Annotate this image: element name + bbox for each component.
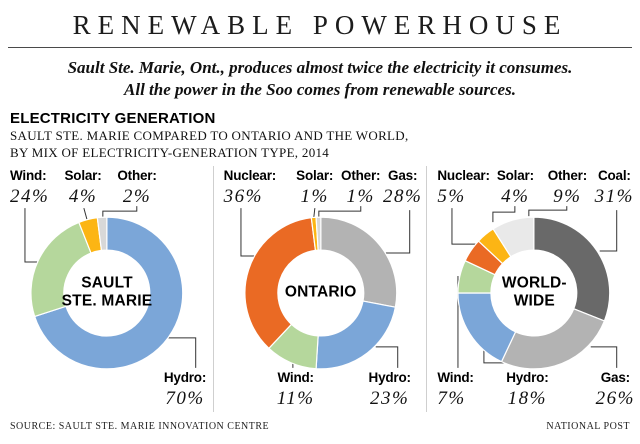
donut-segment-hydro: [33, 216, 184, 370]
leader-line-other: [102, 205, 138, 217]
segment-label-name: Other:: [341, 167, 381, 183]
leader-line-nuclear: [451, 207, 478, 245]
leader-line-gas: [385, 209, 410, 254]
subtitle-line-2: All the power in the Soo comes from rene…: [124, 80, 516, 100]
leader-line-hydro: [162, 337, 197, 368]
segment-label-hydro: Hydro: 70%: [163, 369, 207, 410]
leader-line-gas: [591, 346, 618, 368]
segment-label-wind: Wind: 24%: [10, 168, 49, 208]
segment-label-solar: Solar: 4%: [497, 168, 534, 208]
segment-label-name: Hydro:: [368, 369, 412, 385]
segment-label-name: Coal:: [597, 167, 631, 183]
segment-label-name: Other:: [117, 167, 157, 183]
page-title: RENEWABLE POWERHOUSE: [72, 10, 568, 40]
segment-label-hydro: Hydro: 18%: [506, 369, 549, 410]
donut-segment-nuclear: [244, 216, 316, 349]
segment-label-value: 24%: [10, 185, 50, 207]
segment-label-wind: Wind: 7%: [437, 369, 474, 410]
segment-label-name: Wind:: [277, 369, 314, 385]
donut-center-label: SAULT STE. MARIE: [61, 274, 153, 310]
segment-label-hydro: Hydro: 23%: [368, 369, 412, 410]
segment-label-value: 28%: [383, 185, 423, 207]
subtitle-line-1: Sault Ste. Marie, Ont., produces almost …: [67, 58, 573, 77]
leader-line-solar: [313, 207, 316, 217]
leader-line-other: [528, 205, 568, 216]
segment-label-value: 11%: [276, 387, 315, 409]
segment-label-value: 26%: [595, 387, 636, 409]
donut-center-label: WORLD- WIDE: [501, 274, 567, 310]
segment-label-value: 7%: [437, 387, 466, 409]
segment-label-value: 36%: [223, 185, 263, 207]
leader-line-other: [318, 205, 361, 217]
segment-label-solar: Solar: 4%: [64, 168, 101, 208]
segment-label-gas: Gas: 26%: [596, 370, 635, 410]
masthead: RENEWABLE POWERHOUSE: [0, 10, 640, 48]
section-header: ELECTRICITY GENERATION SAULT STE. MARIE …: [10, 110, 640, 161]
segment-label-value: 31%: [594, 185, 635, 207]
segment-label-name: Nuclear:: [223, 167, 277, 183]
leader-line-nuclear: [240, 207, 255, 257]
segment-label-value: 1%: [300, 185, 329, 207]
segment-label-name: Gas:: [600, 369, 630, 385]
infographic-page: RENEWABLE POWERHOUSE Sault Ste. Marie, O…: [0, 10, 640, 432]
segment-label-value: 18%: [507, 387, 547, 409]
segment-label-name: Gas:: [388, 167, 418, 183]
segment-label-gas: Gas: 28%: [383, 168, 422, 208]
donut-segment-other: [96, 216, 108, 251]
segment-label-value: 9%: [553, 185, 582, 207]
segment-label-other: Other: 2%: [117, 167, 157, 208]
segment-label-value: 23%: [370, 387, 410, 409]
section-heading: ELECTRICITY GENERATION: [10, 110, 216, 128]
segment-label-name: Hydro:: [163, 369, 207, 385]
donut-segment-coal: [533, 216, 611, 322]
footer-source: SOURCE: SAULT STE. MARIE INNOVATION CENT…: [10, 420, 270, 432]
donut-center-label: ONTARIO: [284, 283, 357, 301]
segment-label-name: Solar:: [64, 167, 102, 183]
segment-label-value: 4%: [68, 185, 98, 207]
chart-panel-sault-ste-marie: Hydro: 70% Wind: 24% Solar: 4% Other: 2% SAULT ST…: [0, 166, 213, 412]
segment-label-name: Solar:: [296, 167, 334, 183]
segment-label-coal: Coal: 31%: [595, 168, 634, 208]
leader-line-coal: [600, 209, 618, 252]
section-deck-line-2: BY MIX OF ELECTRICITY-GENERATION TYPE, 2…: [10, 145, 330, 160]
chart-panel-world-wide: Coal: 31% Gas: 26% Hydro: 18% Wind: 7% Nuclear: 5…: [426, 165, 640, 412]
title-rule: [8, 47, 632, 48]
segment-label-nuclear: Nuclear: 36%: [223, 167, 277, 208]
donut-chart-ontario: [240, 205, 410, 370]
segment-label-name: Wind:: [437, 369, 474, 385]
segment-label-other: Other: 9%: [547, 167, 588, 208]
segment-label-name: Wind:: [10, 167, 47, 183]
donut-chart-sault-ste-marie: [24, 205, 197, 370]
segment-label-name: Solar:: [496, 167, 534, 183]
donut-segment-gas: [319, 216, 397, 308]
segment-label-value: 4%: [501, 185, 530, 207]
segment-label-other: Other: 1%: [341, 167, 381, 208]
chart-panel-ontario: Gas: 28% Hydro: 23% Wind: 11% Nuclear: 36% Solar…: [212, 165, 427, 412]
segment-label-solar: Solar: 1%: [296, 168, 333, 208]
donut-segment-other: [315, 216, 322, 251]
segment-label-value: 70%: [165, 387, 205, 409]
footer-credit: NATIONAL POST: [546, 420, 630, 432]
segment-label-wind: Wind: 11%: [277, 370, 315, 410]
donut-segment-other: [492, 216, 535, 258]
segment-label-value: 2%: [122, 185, 152, 207]
donut-segment-hydro: [315, 300, 396, 370]
section-deck-line-1: SAULT STE. MARIE COMPARED TO ONTARIO AND…: [10, 128, 409, 144]
segment-label-name: Nuclear:: [437, 167, 490, 183]
segment-label-nuclear: Nuclear: 5%: [437, 167, 490, 208]
segment-label-value: 5%: [437, 185, 466, 207]
segment-label-name: Hydro:: [506, 369, 549, 385]
donut-segment-gas: [501, 307, 606, 370]
segment-label-value: 1%: [346, 185, 375, 207]
charts-row: Hydro: 70% Wind: 24% Solar: 4% Other: 2% SAULT ST…: [0, 165, 640, 412]
leader-line-solar: [83, 207, 88, 220]
subtitle: Sault Ste. Marie, Ont., produces almost …: [0, 57, 640, 101]
donut-chart-world-wide: [451, 205, 618, 370]
footer: SOURCE: SAULT STE. MARIE INNOVATION CENT…: [0, 412, 640, 432]
leader-line-solar: [492, 205, 516, 222]
leader-line-wind: [24, 207, 38, 263]
segment-label-name: Other:: [547, 167, 588, 183]
leader-line-hydro: [375, 346, 398, 368]
